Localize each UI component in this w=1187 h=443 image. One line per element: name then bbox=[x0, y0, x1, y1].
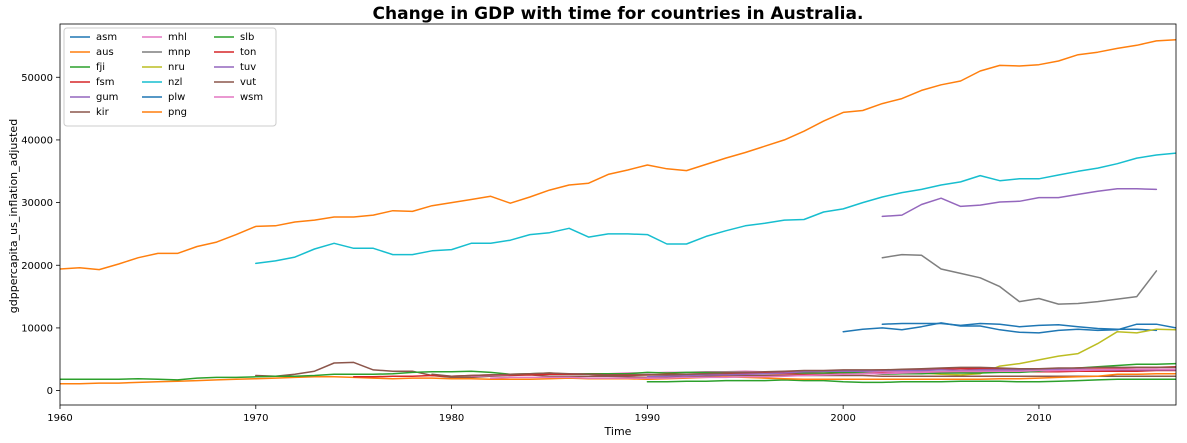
legend-item-nru: nru bbox=[142, 62, 185, 73]
legend-label: wsm bbox=[240, 92, 263, 103]
series-line-asm bbox=[881, 322, 1158, 332]
legend-item-ton: ton bbox=[214, 47, 256, 58]
x-tick-label: 1990 bbox=[635, 413, 660, 424]
legend-item-mnp: mnp bbox=[142, 47, 190, 58]
y-tick-label: 20000 bbox=[21, 261, 53, 272]
legend-item-wsm: wsm bbox=[214, 92, 263, 103]
legend-item-vut: vut bbox=[214, 77, 256, 88]
legend: asm aus fji fsm gum kir mhl mnp nru nzl plw png slb t… bbox=[63, 27, 277, 127]
series-line-slb bbox=[60, 362, 1176, 381]
series-line-nzl bbox=[255, 152, 1176, 265]
legend-item-mhl: mhl bbox=[142, 32, 187, 43]
legend-item-aus: aus bbox=[70, 47, 114, 58]
legend-label: nru bbox=[168, 62, 185, 73]
legend-item-asm: asm bbox=[70, 32, 117, 43]
legend-item-fsm: fsm bbox=[70, 77, 114, 88]
legend-item-plw: plw bbox=[142, 92, 185, 103]
y-tick-label: 10000 bbox=[21, 323, 53, 334]
series-line-wsm bbox=[489, 368, 1176, 379]
legend-item-gum: gum bbox=[70, 92, 118, 103]
legend-item-fji: fji bbox=[70, 62, 105, 73]
y-tick-label: 0 bbox=[47, 386, 53, 397]
series-line-gum bbox=[881, 188, 1158, 218]
legend-label: fsm bbox=[96, 77, 114, 88]
legend-item-nzl: nzl bbox=[142, 77, 182, 88]
y-tick-label: 30000 bbox=[21, 198, 53, 209]
legend-label: gum bbox=[96, 92, 118, 103]
legend-label: fji bbox=[96, 62, 105, 73]
series-line-plw bbox=[842, 322, 1176, 334]
series-line-fji bbox=[646, 378, 1176, 384]
chart-title: Change in GDP with time for countries in… bbox=[373, 4, 864, 24]
series-line-nru bbox=[920, 328, 1176, 376]
series-line-mnp bbox=[881, 253, 1158, 305]
legend-label: png bbox=[168, 107, 187, 118]
legend-label: plw bbox=[168, 92, 185, 103]
legend-label: ton bbox=[240, 47, 256, 58]
legend-label: asm bbox=[96, 32, 117, 43]
legend-label: tuv bbox=[240, 62, 256, 73]
legend-item-tuv: tuv bbox=[214, 62, 256, 73]
legend-item-png: png bbox=[142, 107, 187, 118]
legend-label: slb bbox=[240, 32, 254, 43]
axes: 1960 1970 1980 1990 2000 2010 0 10000 20000 30000… bbox=[21, 23, 1177, 424]
legend-label: nzl bbox=[168, 77, 182, 88]
legend-label: vut bbox=[240, 77, 256, 88]
x-tick-label: 1980 bbox=[439, 413, 464, 424]
legend-label: aus bbox=[96, 47, 114, 58]
x-tick-label: 2000 bbox=[830, 413, 855, 424]
legend-item-kir: kir bbox=[70, 107, 110, 118]
plot-frame bbox=[59, 23, 1177, 406]
legend-label: mhl bbox=[168, 32, 187, 43]
legend-label: kir bbox=[96, 107, 110, 118]
y-axis-label: gdppercapita_us_inflation_adjusted bbox=[7, 119, 20, 313]
series-line-vut bbox=[431, 366, 1176, 377]
legend-item-slb: slb bbox=[214, 32, 254, 43]
x-tick-label: 1960 bbox=[47, 413, 72, 424]
y-tick-label: 40000 bbox=[21, 135, 53, 146]
legend-label: mnp bbox=[168, 47, 190, 58]
series-line-aus bbox=[60, 38, 1176, 271]
plot-area bbox=[60, 38, 1176, 385]
x-tick-label: 2010 bbox=[1026, 413, 1051, 424]
series-lines bbox=[60, 38, 1176, 385]
y-tick-label: 50000 bbox=[21, 73, 53, 84]
x-axis-label: Time bbox=[604, 425, 632, 438]
series-line-kir bbox=[255, 361, 1176, 379]
x-tick-label: 1970 bbox=[243, 413, 268, 424]
